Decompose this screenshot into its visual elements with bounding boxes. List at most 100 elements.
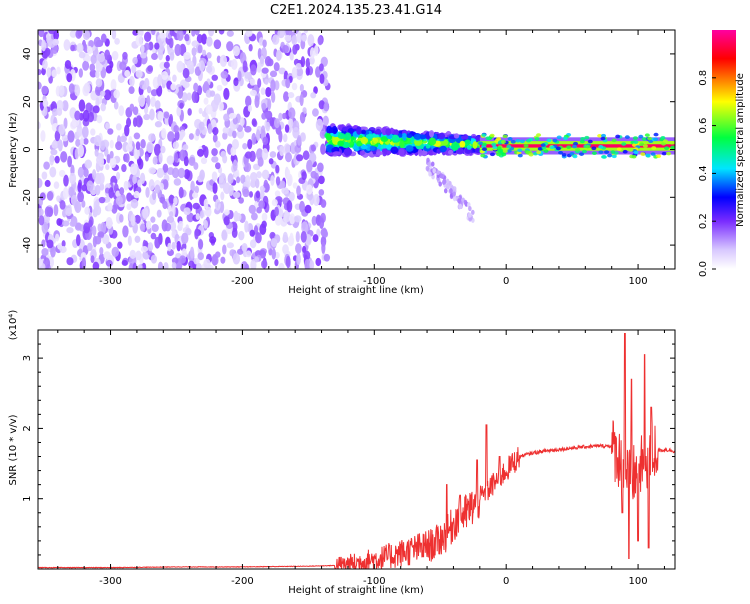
spectrogram-cell — [239, 117, 245, 127]
spectrogram-cell — [38, 30, 45, 38]
spectrogram-cell — [94, 184, 101, 196]
spectrogram-cell — [94, 148, 99, 157]
spectrogram-cell — [260, 87, 266, 96]
spectrogram-cell — [198, 238, 204, 250]
spectrogram-cell — [51, 108, 59, 117]
spectrogram-cell — [77, 144, 85, 158]
spectrogram-cell — [218, 176, 225, 189]
spectrogram-cell — [222, 126, 230, 134]
colorbar-tick-label: 0.0 — [698, 261, 709, 277]
spectrogram-cell — [615, 134, 621, 139]
spectrogram-cell — [468, 216, 472, 222]
spectrogram-cell — [549, 145, 555, 150]
spectrogram-cell — [172, 141, 180, 149]
spectrogram-ytick-label: -40 — [22, 237, 33, 253]
spectrogram-cell — [157, 74, 163, 86]
spectrogram-cell — [66, 257, 74, 266]
spectrogram-cell — [89, 69, 97, 78]
spectrogram-cell — [166, 155, 175, 165]
spectrogram-cell — [173, 178, 182, 186]
spectrogram-cell — [105, 122, 110, 130]
spectrogram-cell — [427, 161, 432, 168]
spectrogram-cell — [379, 144, 388, 149]
spectrogram-cell — [332, 151, 341, 156]
spectrogram-cell — [145, 220, 152, 230]
spectrogram-cell — [575, 147, 581, 152]
spectrogram-cell — [587, 139, 593, 144]
spectrogram-cell — [150, 254, 157, 264]
spectrogram-cell — [307, 34, 315, 47]
spectrogram-cell — [641, 137, 647, 141]
spectrogram-cell — [56, 107, 63, 116]
spectrogram-cell — [49, 154, 55, 166]
spectrogram-cell — [628, 148, 634, 152]
spectrogram-cell — [572, 154, 578, 159]
spectrogram-cell — [107, 128, 114, 135]
spectrogram-cell — [82, 30, 91, 41]
spectrogram-cell — [405, 145, 414, 152]
spectrogram-cell — [278, 130, 283, 143]
spectrogram-cell — [661, 141, 667, 146]
spectrogram-cell — [135, 69, 143, 79]
spectrogram-xlabel: Height of straight line (km) — [288, 285, 424, 296]
spectrogram-cell — [193, 162, 199, 170]
spectrogram-cell — [257, 156, 264, 167]
spectrogram-cell — [343, 147, 353, 156]
spectrogram-cell — [173, 124, 180, 133]
spectrogram-cell — [633, 150, 639, 155]
spectrogram-cell — [218, 101, 224, 112]
spectrogram-cell — [496, 152, 502, 157]
spectrogram-cell — [320, 199, 327, 208]
spectrogram-cell — [41, 239, 46, 248]
snr-xtick-label: -300 — [99, 576, 122, 587]
spectrogram-cell — [159, 182, 165, 191]
spectrogram-cell — [100, 90, 106, 97]
spectrogram-cell — [446, 184, 450, 190]
spectrogram-cell — [157, 49, 164, 61]
spectrogram-cell — [50, 245, 56, 258]
spectrogram-cell — [332, 128, 338, 133]
spectrogram-cell — [220, 256, 226, 264]
spectrogram-cell — [318, 189, 325, 196]
spectrogram-cell — [206, 65, 213, 73]
colorbar-label: Normalized spectral amplitude — [735, 73, 746, 227]
spectrogram-cell — [261, 169, 270, 180]
spectrogram-cell — [322, 230, 329, 238]
spectrogram-cell — [318, 175, 325, 185]
spectrogram-cell — [259, 185, 266, 192]
spectrogram-cell — [139, 223, 146, 232]
spectrogram-cell — [206, 60, 213, 67]
spectrogram-cell — [150, 89, 158, 97]
spectrogram-cell — [66, 72, 73, 83]
spectrogram-cell — [75, 234, 81, 247]
spectrogram-cell — [181, 92, 188, 103]
spectrogram-cell — [66, 227, 74, 234]
spectrogram-cell — [466, 145, 472, 150]
spectrogram-cell — [321, 241, 326, 255]
snr-ylabel: SNR (10 * v/v) — [8, 414, 19, 485]
spectrogram-cell — [428, 130, 435, 138]
spectrogram-cell — [62, 187, 69, 200]
spectrogram-cell — [561, 153, 567, 157]
snr-ytick-label: 3 — [22, 355, 33, 361]
spectrogram-cell — [53, 181, 60, 189]
spectrogram-cell — [305, 67, 310, 76]
spectrogram-cell — [481, 142, 487, 147]
spectrogram-cell — [132, 174, 137, 185]
spectrogram-cell — [64, 59, 72, 69]
spectrogram-cell — [296, 31, 302, 44]
spectrogram-cell — [91, 225, 97, 237]
spectrogram-cell — [74, 110, 81, 121]
spectrogram-cell — [170, 220, 177, 232]
spectrogram-cell — [100, 33, 107, 43]
spectrogram-cell — [255, 129, 261, 142]
spectrogram-cell — [306, 159, 313, 173]
spectrogram-cell — [78, 51, 86, 59]
spectrogram-cell — [464, 139, 471, 145]
spectrogram-cell — [83, 137, 89, 145]
spectrogram-cell — [97, 172, 105, 185]
spectrogram-cell — [270, 175, 275, 186]
spectrogram-cell — [211, 171, 218, 182]
